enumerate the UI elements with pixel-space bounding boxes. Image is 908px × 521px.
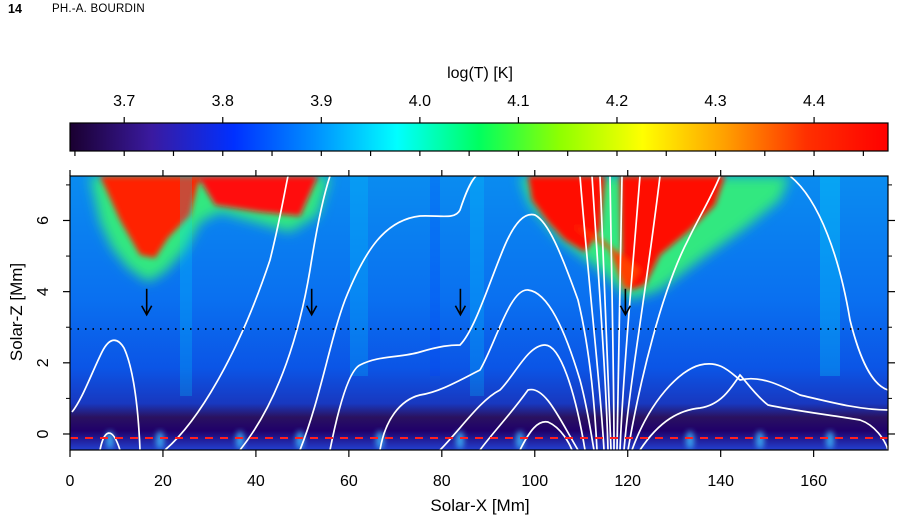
x-ticks	[69, 170, 815, 457]
arrow	[619, 288, 632, 317]
colorbar-tick-label: 4.1	[507, 93, 529, 110]
y-tick-label: 4	[35, 287, 52, 296]
y-tick-labels: 0 2 4 6	[35, 216, 52, 439]
temperature-map	[70, 176, 888, 450]
x-tick-labels: 0 20 40 60 80 100 120 140 160	[66, 473, 828, 490]
running-head-author: PH.-A. BOURDIN	[52, 3, 145, 15]
colorbar-tick-label: 4.0	[409, 93, 431, 110]
x-tick-label: 120	[614, 473, 641, 490]
arrows	[140, 288, 632, 317]
x-tick-label: 60	[340, 473, 358, 490]
x-tick-label: 40	[247, 473, 265, 490]
colorbar	[69, 122, 889, 152]
arrow	[140, 288, 153, 317]
y-tick-label: 2	[35, 358, 52, 367]
plot-frame	[69, 175, 889, 451]
colorbar-tick-label: 4.3	[704, 93, 726, 110]
x-tick-label: 140	[707, 473, 734, 490]
y-tick-label: 0	[35, 429, 52, 438]
x-tick-label: 160	[800, 473, 827, 490]
y-tick-label: 6	[35, 216, 52, 225]
colorbar-ticks	[74, 117, 864, 156]
colorbar-tick-label: 3.8	[212, 93, 234, 110]
colorbar-tick-label: 4.4	[803, 93, 825, 110]
colorbar-tick-label: 4.2	[606, 93, 628, 110]
x-axis-label: Solar-X [Mm]	[430, 496, 529, 515]
y-ticks	[63, 184, 895, 435]
arrow	[454, 288, 467, 317]
colorbar-tick-labels: 3.7 3.8 3.9 4.0 4.1 4.2 4.3 4.4	[113, 93, 825, 110]
y-axis-label: Solar-Z [Mm]	[7, 263, 26, 361]
x-tick-label: 20	[154, 473, 172, 490]
x-tick-label: 80	[433, 473, 451, 490]
colorbar-label: log(T) [K]	[447, 65, 513, 82]
x-tick-label: 0	[66, 473, 75, 490]
x-tick-label: 100	[521, 473, 548, 490]
colorbar-tick-label: 3.7	[113, 93, 135, 110]
field-lines	[71, 176, 888, 450]
page-header: 14 PH.-A. BOURDIN	[8, 2, 408, 22]
page-number: 14	[8, 2, 22, 16]
colorbar-tick-label: 3.9	[310, 93, 332, 110]
arrow	[305, 288, 318, 317]
